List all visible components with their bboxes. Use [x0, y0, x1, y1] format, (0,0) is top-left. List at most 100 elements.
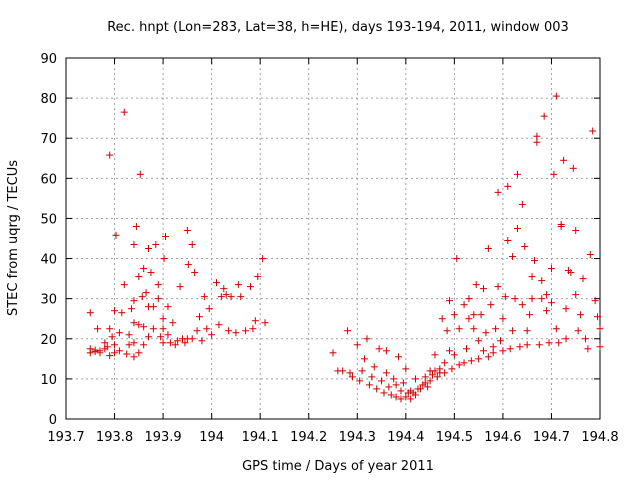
data-point — [518, 301, 526, 309]
x-tick-label: 194.1 — [242, 430, 279, 445]
data-point — [162, 232, 170, 240]
data-point — [543, 291, 551, 299]
data-point — [191, 269, 199, 277]
data-point — [441, 359, 449, 367]
data-point — [479, 285, 487, 293]
data-point — [237, 293, 245, 301]
data-point — [540, 112, 548, 120]
x-tick-label: 194.4 — [387, 430, 424, 445]
data-point — [579, 275, 587, 283]
data-point — [412, 375, 420, 383]
data-point — [547, 265, 555, 273]
data-point — [448, 365, 456, 373]
x-tick-labels: 193.7 193.8 193.9 194 194.1 194.2 194.3 194.4 19… — [47, 430, 618, 445]
data-point — [533, 138, 541, 146]
data-point — [463, 345, 470, 353]
data-point — [421, 373, 429, 381]
data-point — [513, 170, 521, 178]
data-point — [416, 385, 424, 393]
data-point — [106, 151, 114, 159]
data-point — [596, 325, 604, 333]
data-point — [125, 331, 133, 339]
data-point — [96, 347, 104, 355]
data-point — [135, 273, 143, 281]
data-point — [196, 313, 203, 321]
data-point — [533, 132, 541, 140]
data-point — [475, 355, 483, 363]
x-axis-label: GPS time / Days of year 2011 — [242, 459, 434, 474]
data-point — [589, 127, 597, 135]
data-point — [504, 182, 512, 190]
data-point — [547, 299, 555, 307]
data-point — [506, 345, 514, 353]
data-point — [382, 347, 390, 355]
data-point — [361, 355, 369, 363]
x-tick-label: 194.7 — [533, 430, 570, 445]
data-point — [254, 273, 262, 281]
data-point — [145, 333, 153, 341]
data-point — [446, 297, 454, 305]
data-point — [358, 367, 366, 375]
data-point — [438, 315, 446, 323]
x-tick-label: 194 — [199, 430, 224, 445]
data-point — [140, 265, 148, 273]
data-point — [174, 337, 182, 345]
data-point — [426, 377, 434, 385]
data-point — [198, 337, 206, 345]
data-point — [399, 379, 407, 387]
data-point — [130, 297, 138, 305]
data-point — [511, 295, 519, 303]
data-point — [402, 365, 410, 373]
data-point — [145, 245, 153, 253]
data-point — [130, 319, 138, 327]
data-point — [356, 377, 364, 385]
data-point — [501, 293, 509, 301]
y-axis-label: STEC from uqrg / TECUs — [6, 160, 21, 316]
data-point — [516, 343, 524, 351]
data-point — [375, 345, 383, 353]
data-point — [149, 325, 157, 333]
x-tick-label: 193.9 — [144, 430, 181, 445]
data-point — [249, 325, 257, 333]
data-point — [528, 295, 536, 303]
data-point — [572, 291, 580, 299]
data-point — [217, 293, 225, 301]
data-point — [344, 327, 352, 335]
data-point — [470, 311, 478, 319]
data-point — [390, 375, 398, 383]
data-point — [222, 291, 230, 299]
data-point — [552, 92, 560, 100]
data-point — [140, 323, 148, 331]
data-point — [111, 349, 119, 357]
data-point — [380, 389, 388, 397]
data-point — [215, 321, 223, 329]
data-point — [496, 337, 504, 345]
data-point — [499, 315, 507, 323]
x-tick-label: 193.8 — [96, 430, 133, 445]
data-point — [494, 283, 502, 291]
data-point — [208, 331, 216, 339]
data-point — [135, 349, 143, 357]
data-point — [581, 335, 589, 343]
data-point — [509, 327, 517, 335]
data-point — [489, 349, 497, 357]
data-point — [159, 339, 167, 347]
data-point — [446, 347, 454, 355]
data-point — [368, 373, 376, 381]
data-point — [136, 170, 144, 178]
data-point — [212, 279, 220, 287]
data-point — [526, 311, 534, 319]
data-point — [477, 311, 485, 319]
data-point — [499, 347, 507, 355]
data-point — [455, 361, 463, 369]
data-point — [205, 305, 213, 313]
data-point — [543, 307, 551, 315]
x-tick-label: 194.2 — [290, 430, 327, 445]
data-point — [443, 327, 451, 335]
data-point — [545, 339, 553, 347]
data-point — [123, 350, 131, 358]
data-point — [329, 349, 337, 357]
data-point — [157, 333, 165, 341]
data-point — [460, 301, 468, 309]
data-point — [120, 108, 128, 116]
